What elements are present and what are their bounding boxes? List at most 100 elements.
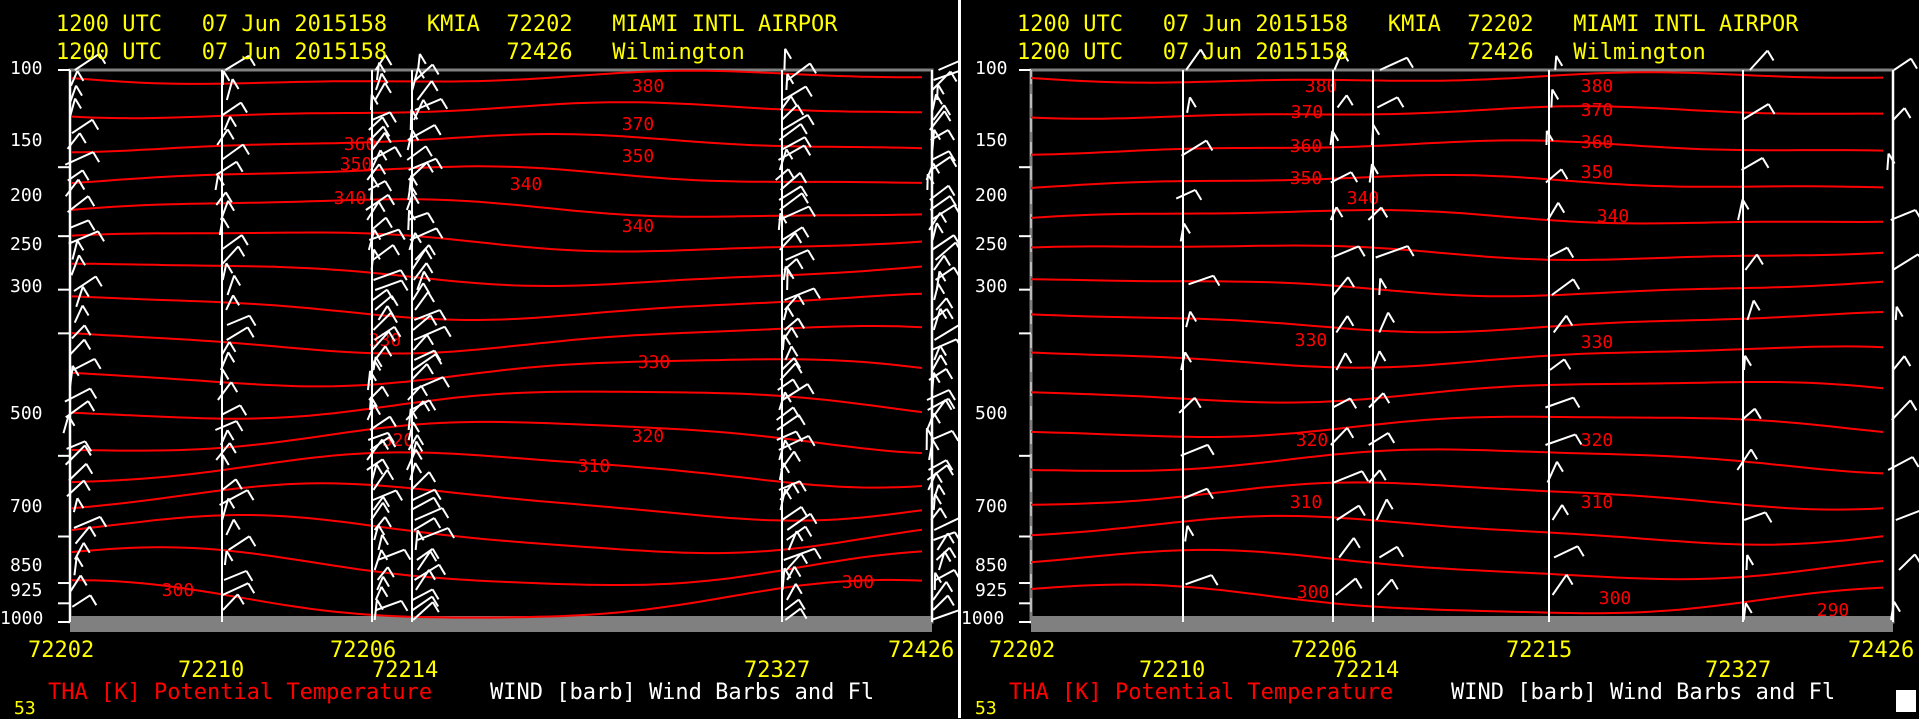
wind-barb-flag	[1347, 428, 1353, 438]
wind-barb-flag	[80, 133, 86, 143]
wind-barb-flag	[814, 288, 820, 298]
wind-barb-flag	[811, 514, 817, 524]
wind-barb-flag	[797, 259, 803, 269]
contour-label: 370	[1291, 102, 1324, 123]
wind-barb-flag	[808, 384, 814, 394]
wind-barb-flag	[228, 352, 234, 362]
wind-barb-flag	[95, 359, 101, 369]
wind-barb-flag	[805, 527, 811, 537]
wind-barb	[1553, 505, 1563, 520]
wind-barb	[1369, 393, 1383, 407]
wind-barb-flag	[382, 535, 388, 545]
wind-barb	[1378, 579, 1392, 595]
wind-barb	[934, 284, 938, 300]
wind-barb-flag	[86, 464, 92, 474]
isentrope-line	[1031, 382, 1883, 403]
wind-barb-flag	[435, 125, 441, 135]
wind-barb-flag	[1397, 547, 1403, 557]
wind-barb	[1899, 554, 1915, 570]
y-tick-label: 300	[975, 276, 1008, 297]
wind-barb-flag	[230, 117, 236, 127]
wind-barb	[1737, 449, 1751, 470]
wind-barb-flag	[795, 233, 801, 243]
contour-label: 350	[1290, 168, 1323, 189]
wind-barb	[783, 335, 784, 350]
wind-barb	[1893, 356, 1904, 370]
wind-barb-flag	[948, 130, 954, 140]
wind-barb-flag	[937, 223, 943, 233]
wind-barb-flag	[1561, 169, 1567, 179]
wind-barb	[417, 81, 431, 100]
wind-barb-flag	[787, 307, 793, 317]
wind-barb-flag	[75, 98, 81, 108]
wind-barb-flag	[947, 309, 953, 319]
wind-barb	[408, 386, 421, 400]
wind-barb-flag	[434, 518, 440, 528]
wind-barb-flag	[428, 213, 434, 223]
isentrope-line	[70, 483, 922, 520]
header-line-2: 1200 UTC 07 Jun 2015158 72426 Wilmington	[56, 40, 745, 66]
wind-barb	[1887, 153, 1888, 170]
wind-barb	[221, 405, 240, 415]
wind-barb-flag	[430, 315, 436, 325]
wind-barb-flag	[382, 386, 388, 396]
wind-barb-flag	[1557, 462, 1563, 472]
wind-barb	[927, 465, 947, 480]
contour-label: 340	[334, 188, 367, 209]
wind-barb-flag	[401, 601, 407, 611]
wind-barb-flag	[1765, 512, 1771, 522]
wind-barb	[407, 146, 426, 160]
wind-barb-flag	[1578, 546, 1584, 556]
wind-barb	[1554, 316, 1567, 333]
wind-barb	[72, 240, 77, 259]
wind-barb-flag	[385, 181, 391, 191]
wind-barb	[367, 439, 382, 460]
contour-label: 340	[622, 216, 655, 237]
y-tick-label: 100	[975, 58, 1008, 79]
wind-barb	[222, 145, 244, 160]
y-tick-label: 200	[975, 185, 1008, 206]
station-label: 72215	[1506, 638, 1572, 663]
wind-barb-flag	[1347, 316, 1353, 326]
wind-barb-flag	[1562, 505, 1568, 515]
wind-barb-flag	[949, 186, 955, 196]
isentrope-line	[1031, 417, 1883, 437]
wind-barb-flag	[383, 459, 389, 469]
wind-barb-flag	[445, 327, 451, 337]
wind-barb	[409, 409, 411, 430]
wind-barb-flag	[1187, 526, 1193, 536]
wind-barb-flag	[83, 170, 89, 180]
wind-barb-flag	[441, 99, 447, 109]
wind-barb	[1186, 575, 1212, 584]
wind-barb-flag	[808, 250, 814, 260]
wind-barb-flag	[938, 84, 944, 94]
wind-barb-flag	[1362, 471, 1368, 481]
wind-barb	[1379, 547, 1397, 558]
wind-barb-flag	[390, 112, 396, 122]
wind-barb-flag	[83, 306, 89, 316]
wind-barb-flag	[941, 355, 947, 365]
wind-barb-flag	[1905, 108, 1911, 118]
wind-barb-flag	[396, 490, 402, 500]
wind-barb	[1738, 199, 1742, 220]
wind-barb	[1744, 356, 1745, 370]
wind-barb-flag	[376, 464, 382, 474]
wind-barb-flag	[236, 421, 242, 431]
isentrope-line	[1031, 516, 1883, 545]
wind-barb	[370, 397, 371, 410]
wind-barb-flag	[424, 271, 430, 281]
wind-barb-flag	[234, 275, 240, 285]
wind-barb-flag	[785, 49, 791, 59]
wind-barb-flag	[443, 377, 449, 387]
y-tick-label: 200	[10, 185, 43, 206]
isentrope-line	[1031, 346, 1883, 367]
y-tick-label: 500	[975, 403, 1008, 424]
wind-barb-flag	[1336, 207, 1342, 217]
wind-barb	[1896, 307, 1897, 320]
wind-barb-flag	[222, 369, 228, 379]
ground-terrain	[1031, 616, 1893, 632]
wind-barb-flag	[1345, 353, 1351, 363]
wind-barb-flag	[950, 548, 956, 558]
contour-label: 290	[1817, 600, 1850, 621]
